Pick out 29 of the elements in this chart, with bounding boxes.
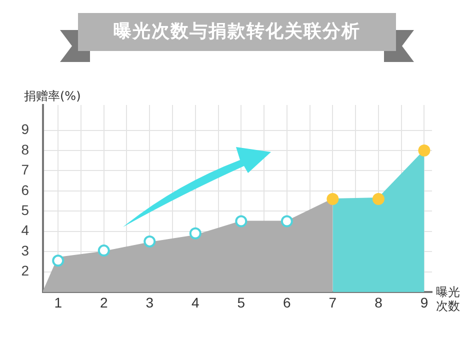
point xyxy=(418,144,430,156)
x-tick-label: 1 xyxy=(54,294,62,310)
y-axis-title: 捐赠率(%) xyxy=(24,88,81,105)
x-tick-label: 9 xyxy=(420,294,428,310)
chart-title: 曝光次数与捐款转化关联分析 xyxy=(78,13,396,51)
point xyxy=(52,254,64,267)
point xyxy=(98,244,110,257)
x-tick-label: 5 xyxy=(237,294,246,310)
x-tick-label: 3 xyxy=(146,294,154,310)
x-tick-label: 4 xyxy=(192,294,200,310)
y-tick-label: 5 xyxy=(21,202,30,218)
x-axis-title: 曝光次数 xyxy=(436,285,461,313)
y-tick-label: 8 xyxy=(21,141,30,158)
y-tick-label: 3 xyxy=(21,242,30,258)
point xyxy=(189,227,202,240)
y-tick-label: 7 xyxy=(21,162,30,178)
point xyxy=(372,193,384,206)
y-tick-label: 9 xyxy=(21,121,30,138)
y-tick-label: 4 xyxy=(21,222,30,238)
x-tick-label: 8 xyxy=(374,294,383,310)
point xyxy=(280,215,293,228)
x-tick-label: 6 xyxy=(283,294,292,310)
x-tick-label: 7 xyxy=(328,294,337,310)
point xyxy=(144,235,156,248)
x-tick-label: 2 xyxy=(100,294,108,310)
point xyxy=(235,215,248,228)
point xyxy=(326,193,339,206)
y-tick-label: 2 xyxy=(21,262,30,279)
y-tick-label: 6 xyxy=(21,182,30,198)
